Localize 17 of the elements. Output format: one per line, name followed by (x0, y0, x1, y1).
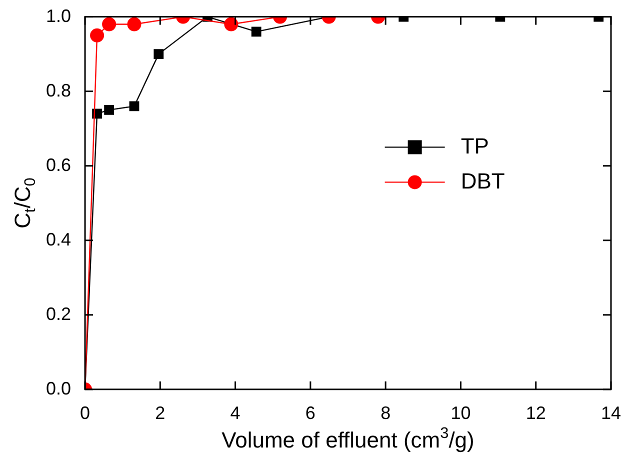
legend-label: TP (460, 133, 489, 158)
x-tick-label: 4 (230, 403, 240, 424)
x-tick-label: 10 (450, 403, 471, 424)
y-axis-title: Ct/C0 (10, 178, 39, 228)
x-tick-label: 6 (305, 403, 316, 424)
y-tick-label: 0.6 (46, 154, 72, 175)
x-tick-label: 8 (380, 403, 391, 424)
y-tick-label: 1.0 (46, 6, 72, 26)
y-tick-label: 0.4 (46, 229, 72, 250)
y-tick-label: 0.8 (46, 80, 72, 100)
x-tick-label: 14 (600, 403, 622, 424)
legend-label: DBT (460, 168, 505, 194)
y-tick-label: 0.2 (46, 304, 72, 324)
x-tick-label: 12 (526, 403, 546, 424)
x-tick-label: 0 (80, 403, 90, 424)
x-tick-label: 2 (155, 403, 166, 424)
y-tick-label: 0.0 (46, 378, 72, 398)
